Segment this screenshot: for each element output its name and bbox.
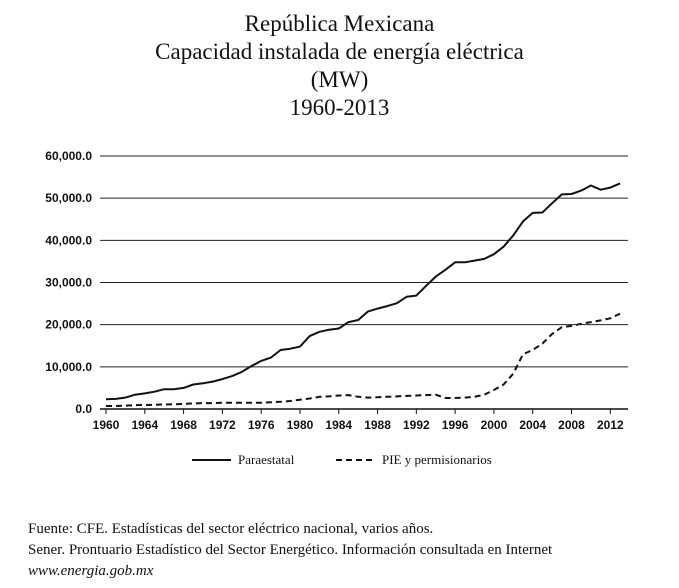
x-tick-label: 1972 bbox=[209, 418, 236, 432]
x-tick-label: 2004 bbox=[519, 418, 546, 432]
y-tick-label: 40,000.0 bbox=[45, 233, 92, 247]
legend-label-pie: PIE y permisionarios bbox=[382, 452, 492, 467]
y-tick-label: 20,000.0 bbox=[45, 318, 92, 332]
title-line-subject: Capacidad instalada de energía eléctrica bbox=[155, 39, 524, 64]
y-tick-label: 10,000.0 bbox=[45, 360, 92, 374]
x-tick-label: 1984 bbox=[325, 418, 352, 432]
y-axis-ticks: 0.0 10,000.0 20,000.0 30,000.0 40,000.0 50,00… bbox=[45, 149, 92, 416]
y-tick-label: 60,000.0 bbox=[45, 149, 92, 163]
legend: Paraestatal PIE y permisionarios bbox=[192, 452, 492, 467]
y-tick-label: 0.0 bbox=[75, 402, 92, 416]
x-tick-label: 1992 bbox=[403, 418, 430, 432]
legend-label-paraestatal: Paraestatal bbox=[238, 452, 295, 467]
x-tick-label: 2008 bbox=[558, 418, 585, 432]
x-tick-label: 2000 bbox=[481, 418, 508, 432]
source-line-1: Fuente: CFE. Estadísticas del sector elé… bbox=[28, 521, 434, 537]
title-line-unit: (MW) bbox=[310, 67, 369, 92]
x-axis-ticks: 1960 1964 1968 1972 1976 1980 1984 1988 1992 1996… bbox=[93, 409, 624, 432]
x-tick-label: 1960 bbox=[93, 418, 120, 432]
series-line-paraestatal bbox=[105, 182, 621, 401]
title-line-period: 1960-2013 bbox=[289, 95, 390, 120]
x-tick-label: 1980 bbox=[287, 418, 314, 432]
gridlines bbox=[100, 155, 628, 368]
x-tick-label: 1968 bbox=[170, 418, 197, 432]
source-url: www.energia.gob.mx bbox=[28, 563, 154, 579]
chart-title: República Mexicana Capacidad instalada d… bbox=[0, 10, 679, 122]
source-line-2: Sener. Prontuario Estadístico del Sector… bbox=[28, 542, 553, 558]
series-line-pie-y-permisionarios bbox=[106, 312, 621, 407]
x-tick-label: 2012 bbox=[597, 418, 624, 432]
x-tick-label: 1988 bbox=[364, 418, 391, 432]
y-tick-label: 50,000.0 bbox=[45, 191, 92, 205]
x-tick-label: 1996 bbox=[442, 418, 469, 432]
x-tick-label: 1964 bbox=[131, 418, 158, 432]
series-lines bbox=[105, 182, 621, 407]
source-note: Fuente: CFE. Estadísticas del sector elé… bbox=[28, 519, 552, 582]
line-chart: 0.0 10,000.0 20,000.0 30,000.0 40,000.0 50,00… bbox=[45, 149, 628, 467]
title-line-country: República Mexicana bbox=[244, 11, 435, 36]
x-tick-label: 1976 bbox=[248, 418, 275, 432]
y-tick-label: 30,000.0 bbox=[45, 276, 92, 290]
